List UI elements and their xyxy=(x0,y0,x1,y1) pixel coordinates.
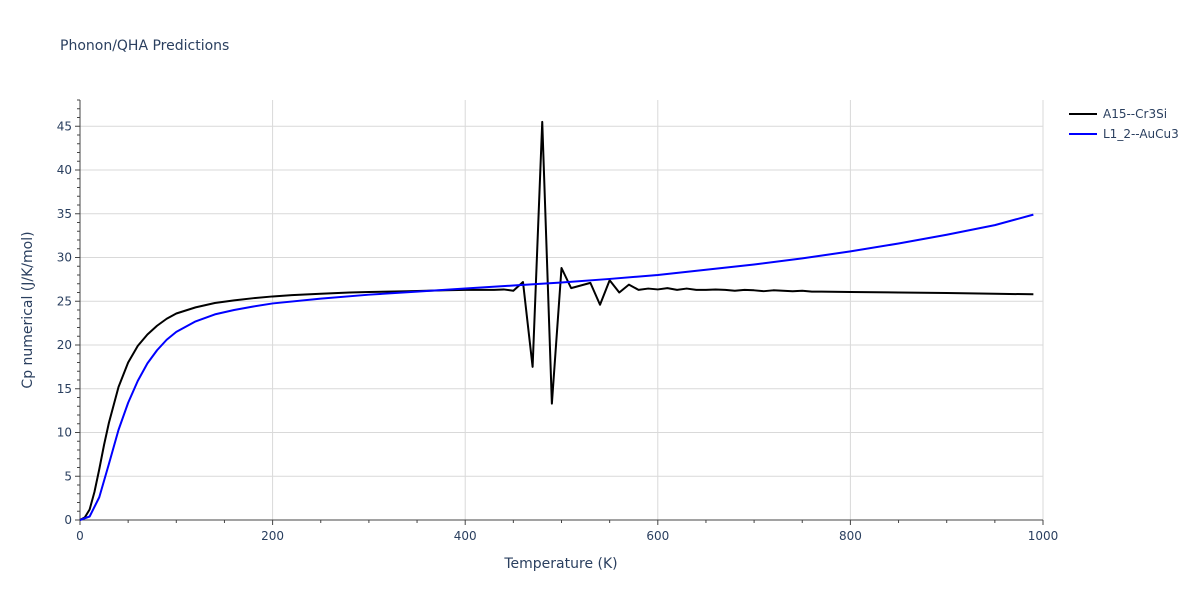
legend-item-1[interactable]: A15--Cr3Si xyxy=(1069,107,1167,121)
legend[interactable]: A15--Cr3Si L1_2--AuCu3 xyxy=(1069,107,1179,141)
grid xyxy=(80,100,1044,520)
plot-area xyxy=(79,120,1034,521)
series-line-1 xyxy=(79,120,1034,521)
y-tick-label: 30 xyxy=(57,251,72,265)
axes: 0 200 400 600 800 1000 0 5 10 15 20 25 30 35 40 45 xyxy=(57,99,1059,543)
x-tick-label: 800 xyxy=(839,529,862,543)
y-tick-label: 45 xyxy=(57,119,72,133)
x-axis-title: Temperature (K) xyxy=(503,556,617,572)
series-line-2 xyxy=(79,213,1034,521)
y-tick-label: 10 xyxy=(57,426,72,440)
y-tick-label: 20 xyxy=(57,338,72,352)
legend-label: L1_2--AuCu3 xyxy=(1103,127,1179,141)
y-tick-label: 25 xyxy=(57,294,72,308)
x-tick-label: 1000 xyxy=(1028,529,1059,543)
x-tick-label: 0 xyxy=(76,529,84,543)
x-tick-label: 600 xyxy=(646,529,669,543)
y-tick-label: 0 xyxy=(64,513,72,527)
y-tick-label: 40 xyxy=(57,163,72,177)
legend-label: A15--Cr3Si xyxy=(1103,107,1167,121)
y-tick-label: 35 xyxy=(57,207,72,221)
y-tick-label: 5 xyxy=(64,469,72,483)
x-tick-label: 400 xyxy=(454,529,477,543)
x-tick-label: 200 xyxy=(261,529,284,543)
chart-title: Phonon/QHA Predictions xyxy=(60,38,229,54)
y-axis-title: Cp numerical (J/K/mol) xyxy=(20,231,36,388)
y-tick-label: 15 xyxy=(57,382,72,396)
legend-item-2[interactable]: L1_2--AuCu3 xyxy=(1069,127,1179,141)
